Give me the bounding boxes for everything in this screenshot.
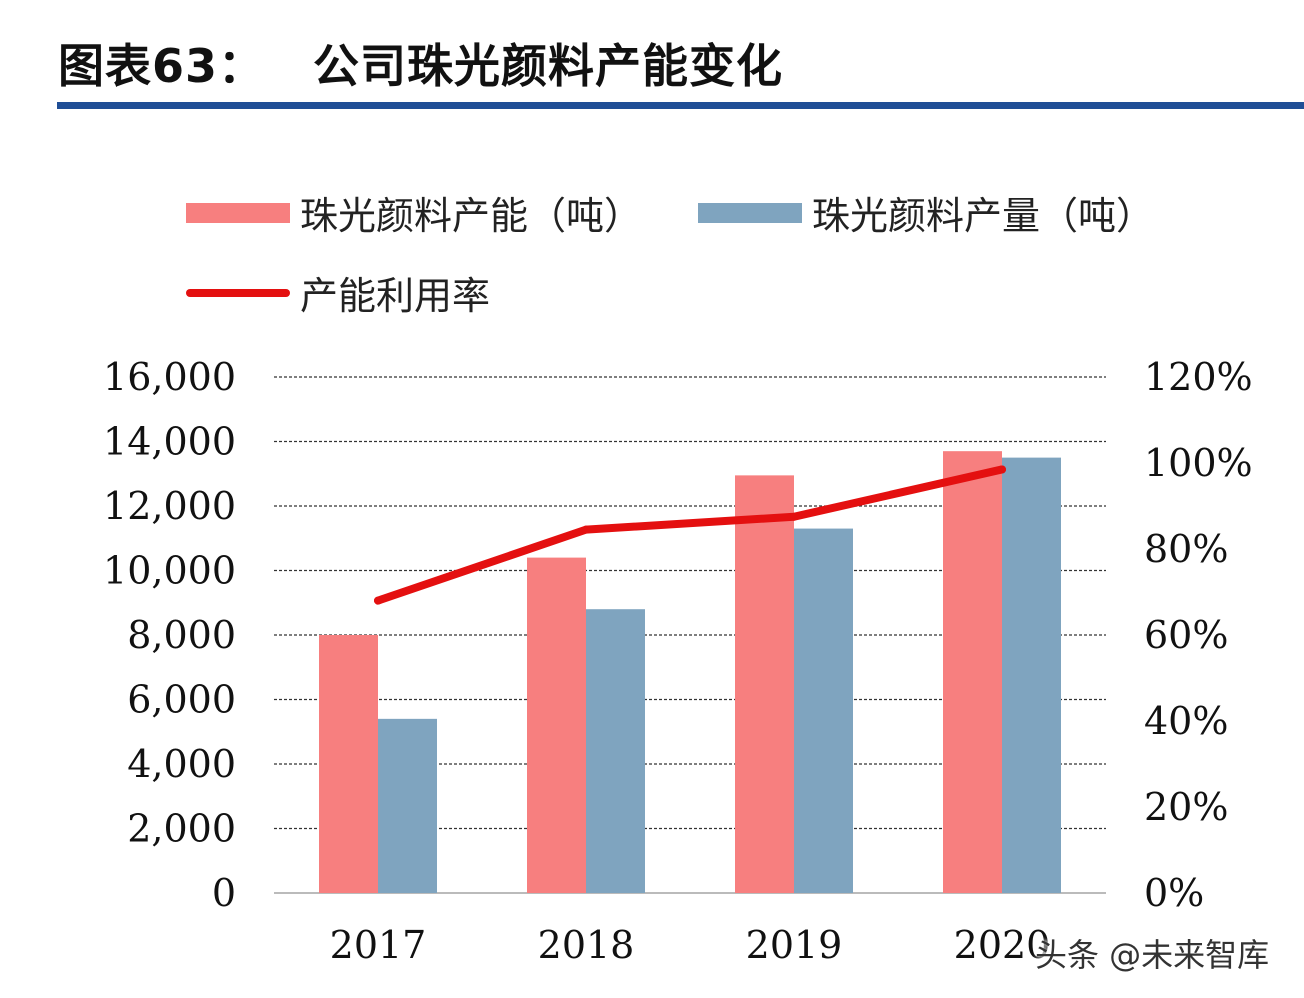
legend-label-utilization: 产能利用率 [300, 274, 491, 318]
bar-output [586, 609, 645, 893]
legend-swatch-utilization [186, 288, 290, 297]
bar-output [378, 718, 437, 893]
bar-capacity [943, 451, 1002, 893]
y-left-tick-label: 8,000 [127, 613, 236, 657]
utilization-point [374, 596, 382, 605]
figure-label: 图表63： [58, 39, 266, 93]
legend-swatch-output [698, 202, 802, 223]
x-tick-label: 2018 [538, 923, 635, 967]
title-underline [57, 102, 1304, 109]
y-right-tick-label: 40% [1144, 699, 1228, 743]
y-right-tick-label: 0% [1144, 871, 1204, 915]
figure-title-text: 公司珠光颜料产能变化 [313, 39, 784, 93]
x-tick-label: 2017 [330, 923, 427, 967]
y-left-tick-label: 12,000 [103, 484, 236, 528]
y-left-tick-label: 4,000 [127, 742, 236, 786]
legend-item-capacity: 珠光颜料产能（吨） [186, 185, 642, 240]
y-right-tick-label: 60% [1144, 613, 1228, 657]
utilization-point [998, 465, 1006, 474]
x-tick-label: 2020 [954, 923, 1051, 967]
y-left-tick-label: 14,000 [103, 420, 236, 464]
y-left-tick-label: 0 [212, 871, 236, 915]
bar-capacity [735, 475, 794, 893]
y-right-tick-label: 80% [1144, 527, 1228, 571]
chart-title: 图表63： 公司珠光颜料产能变化 [58, 30, 783, 96]
y-right-tick-label: 20% [1144, 785, 1228, 829]
legend-item-utilization: 产能利用率 [186, 265, 490, 320]
utilization-line [374, 465, 1006, 605]
bar-output [1002, 457, 1061, 893]
legend-item-output: 珠光颜料产量（吨） [698, 185, 1154, 240]
y-right-tick-label: 100% [1144, 441, 1253, 485]
y-left-tick-label: 2,000 [127, 807, 236, 851]
legend-swatch-capacity [186, 202, 290, 223]
y-left-tick-label: 10,000 [103, 549, 236, 593]
bar-capacity [527, 557, 586, 893]
legend-label-capacity: 珠光颜料产能（吨） [300, 194, 643, 238]
legend-label-output: 珠光颜料产量（吨） [812, 194, 1155, 238]
bar-capacity [319, 635, 378, 893]
y-right-tick-label: 120% [1144, 355, 1253, 399]
utilization-point [790, 512, 798, 521]
bar-output [794, 528, 853, 893]
watermark: 头条 @未来智库 [1035, 936, 1270, 974]
x-tick-label: 2019 [746, 923, 843, 967]
y-left-tick-label: 6,000 [127, 678, 236, 722]
utilization-point [582, 525, 590, 534]
y-left-tick-label: 16,000 [103, 355, 236, 399]
